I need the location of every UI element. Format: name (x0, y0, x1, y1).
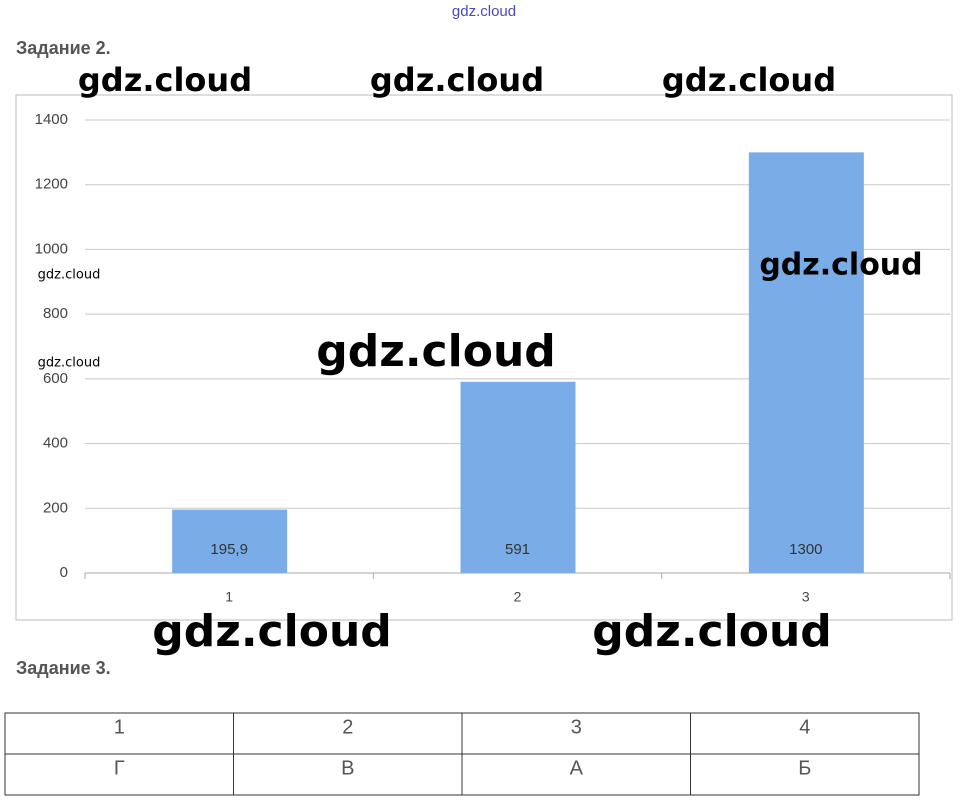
bar (172, 509, 288, 573)
site-header: gdz.cloud (452, 3, 516, 20)
table-cell: 2 (342, 716, 353, 738)
value-label: 591 (505, 541, 530, 558)
table-cell: А (570, 757, 584, 779)
x-tick-label: 2 (514, 589, 522, 605)
watermark: gdz.cloud (38, 356, 101, 371)
bar (748, 152, 864, 573)
y-tick-label: 800 (43, 305, 68, 322)
table-cell: 3 (571, 716, 582, 738)
watermark: gdz.cloud (662, 61, 836, 99)
table-cell: В (341, 757, 354, 779)
x-tick-label: 3 (802, 589, 810, 605)
y-tick-label: 1200 (35, 176, 68, 193)
section-title: Задание 3. (16, 658, 111, 678)
watermark: gdz.cloud (592, 606, 832, 657)
watermark: gdz.cloud (152, 606, 392, 657)
section-title: Задание 2. (16, 38, 111, 58)
table-cell: 4 (799, 716, 810, 738)
y-tick-label: 1000 (35, 240, 68, 257)
value-label: 195,9 (210, 541, 248, 558)
value-label: 1300 (789, 541, 822, 558)
y-tick-label: 600 (43, 370, 68, 387)
y-tick-label: 0 (60, 564, 68, 581)
watermark: gdz.cloud (78, 61, 252, 99)
x-tick-label: 1 (225, 589, 233, 605)
y-tick-label: 400 (43, 435, 68, 452)
watermark: gdz.cloud (38, 268, 101, 283)
bar (460, 381, 576, 573)
table-cell: Б (798, 757, 811, 779)
y-tick-label: 200 (43, 499, 68, 516)
table-cell: Г (114, 757, 125, 779)
y-tick-label: 1400 (35, 111, 68, 128)
watermark: gdz.cloud (759, 248, 922, 283)
watermark: gdz.cloud (316, 326, 556, 377)
watermark: gdz.cloud (370, 61, 544, 99)
table-cell: 1 (114, 716, 125, 738)
